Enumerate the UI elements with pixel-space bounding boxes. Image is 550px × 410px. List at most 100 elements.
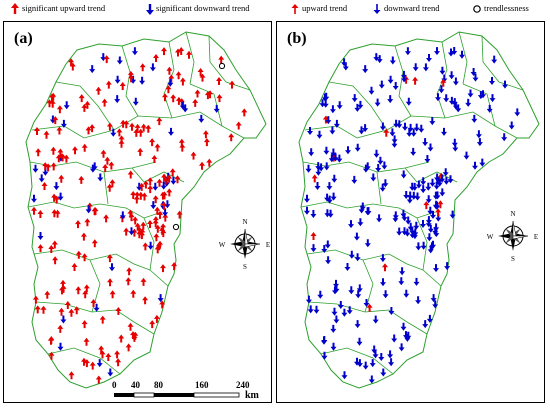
up-arrow-icon xyxy=(133,195,140,204)
up-arrow-icon xyxy=(136,230,143,239)
down-arrow-icon xyxy=(357,218,364,227)
down-arrow-icon xyxy=(429,242,435,251)
down-arrow-icon xyxy=(393,119,400,128)
up-arrow-icon xyxy=(48,245,55,253)
down-arrow-icon xyxy=(387,350,394,359)
up-arrow-icon xyxy=(134,123,141,132)
up-arrow-icon xyxy=(58,174,65,183)
up-arrow-icon xyxy=(161,201,167,210)
down-arrow-icon xyxy=(405,97,412,106)
up-arrow-icon xyxy=(85,126,92,135)
down-arrow-icon xyxy=(413,221,420,230)
up-arrow-icon xyxy=(194,89,201,98)
scale-tick-80: 80 xyxy=(154,380,163,390)
up-arrow-icon xyxy=(58,307,65,316)
up-arrow-icon xyxy=(132,331,139,340)
down-arrow-icon xyxy=(362,361,369,370)
down-arrow-icon xyxy=(381,161,388,170)
down-arrow-icon xyxy=(373,149,380,158)
up-arrow-icon xyxy=(383,128,390,137)
up-arrow-icon xyxy=(78,175,85,184)
up-arrow-icon xyxy=(174,175,181,184)
up-arrow-icon xyxy=(154,206,161,215)
down-arrow-icon xyxy=(434,47,440,56)
down-arrow-icon xyxy=(370,173,377,182)
down-arrow-icon xyxy=(387,95,394,104)
down-arrow-icon xyxy=(489,94,496,103)
legend: significant upward trend significant dow… xyxy=(0,0,550,22)
down-arrow-icon xyxy=(329,126,336,135)
up-arrow-icon xyxy=(72,146,78,155)
up-arrow-icon xyxy=(107,278,113,287)
up-arrow-icon xyxy=(178,138,185,147)
down-arrow-icon xyxy=(439,174,446,183)
down-arrow-icon xyxy=(441,74,448,83)
down-arrow-icon xyxy=(376,55,383,64)
down-arrow-icon xyxy=(392,82,399,90)
down-arrow-icon xyxy=(374,98,381,107)
down-arrow-icon xyxy=(389,128,396,137)
down-arrow-icon xyxy=(400,209,407,218)
down-arrow-icon xyxy=(489,77,495,85)
up-arrow-icon xyxy=(41,182,48,190)
down-arrow-icon xyxy=(434,173,441,182)
up-arrow-icon xyxy=(160,264,166,273)
compass-s: S xyxy=(511,255,515,262)
down-arrow-icon xyxy=(354,103,361,112)
down-arrow-icon xyxy=(467,89,474,98)
down-arrow-icon xyxy=(465,98,472,107)
down-arrow-icon xyxy=(413,277,420,286)
down-arrow-icon xyxy=(119,211,126,220)
up-arrow-icon xyxy=(99,350,106,359)
up-arrow-icon xyxy=(186,50,192,59)
up-arrow-icon xyxy=(229,80,235,89)
down-arrow-icon xyxy=(89,65,96,74)
down-arrow-icon xyxy=(373,4,381,14)
down-arrow-icon xyxy=(362,65,369,74)
up-arrow-icon xyxy=(437,200,444,209)
down-arrow-icon xyxy=(341,308,348,317)
down-arrow-icon xyxy=(331,174,338,183)
down-arrow-icon xyxy=(333,279,339,288)
down-arrow-icon xyxy=(85,205,92,214)
down-arrow-icon xyxy=(341,371,348,380)
map-a xyxy=(25,31,267,389)
up-arrow-icon xyxy=(134,191,141,200)
up-arrow-icon xyxy=(153,314,160,323)
down-arrow-icon xyxy=(307,127,313,135)
up-arrow-icon xyxy=(140,123,147,132)
up-arrow-icon xyxy=(175,71,182,80)
down-arrow-icon xyxy=(330,192,337,201)
down-arrow-icon xyxy=(368,86,375,95)
up-arrow-icon xyxy=(142,242,149,251)
up-arrow-icon xyxy=(171,262,178,271)
down-arrow-icon xyxy=(449,210,456,219)
down-arrow-icon xyxy=(107,368,114,377)
up-arrow-icon xyxy=(179,143,186,152)
circle-icon xyxy=(218,62,226,70)
up-arrow-icon xyxy=(35,148,42,157)
down-arrow-icon xyxy=(53,182,60,191)
up-arrow-icon xyxy=(137,147,144,156)
scale-unit: km xyxy=(245,390,259,401)
up-arrow-icon xyxy=(162,93,168,102)
down-arrow-icon xyxy=(323,162,330,171)
up-arrow-icon xyxy=(178,47,185,55)
up-arrow-icon xyxy=(40,305,47,314)
down-arrow-icon xyxy=(404,47,411,56)
down-arrow-icon xyxy=(330,148,337,157)
up-arrow-icon xyxy=(130,191,137,199)
down-arrow-icon xyxy=(448,48,454,57)
down-arrow-icon xyxy=(433,264,439,273)
down-arrow-icon xyxy=(57,192,64,201)
down-arrow-icon xyxy=(459,50,465,59)
down-arrow-icon xyxy=(354,357,360,366)
down-arrow-icon xyxy=(378,80,385,89)
down-arrow-icon xyxy=(321,351,328,360)
down-arrow-icon xyxy=(514,108,521,117)
down-arrow-icon xyxy=(368,375,375,384)
up-arrow-icon xyxy=(115,307,122,315)
down-arrow-icon xyxy=(354,320,361,329)
up-arrow-icon xyxy=(161,47,167,56)
down-arrow-icon xyxy=(387,75,394,84)
